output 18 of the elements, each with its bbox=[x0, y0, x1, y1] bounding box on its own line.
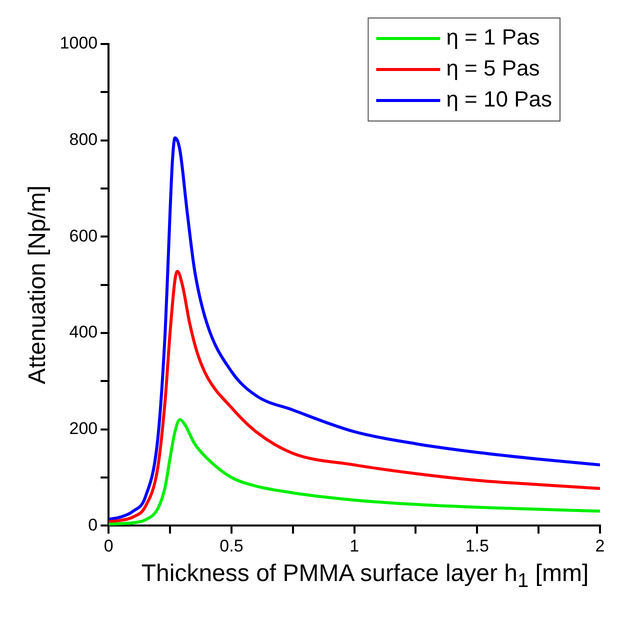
legend-label: η = 5 Pas bbox=[446, 56, 540, 81]
y-tick-label: 200 bbox=[69, 418, 98, 438]
y-tick-label: 0 bbox=[88, 515, 98, 534]
y-tick-label: 800 bbox=[69, 130, 98, 150]
legend-label: η = 10 Pas bbox=[446, 86, 552, 112]
x-tick-label: 2 bbox=[595, 536, 605, 556]
x-tick-label: 0.5 bbox=[220, 536, 244, 556]
line-series bbox=[108, 270, 600, 524]
y-axis-title: Attenuation [Np/m] bbox=[24, 185, 52, 384]
y-tick-label: 400 bbox=[69, 322, 98, 342]
y-tick-label: 1000 bbox=[60, 34, 98, 53]
line-series bbox=[108, 136, 600, 521]
x-tick-label: 1.5 bbox=[465, 536, 489, 556]
x-tick-label: 1 bbox=[350, 536, 360, 556]
legend-label: η = 1 Pas bbox=[446, 24, 540, 50]
x-tick-label: 0 bbox=[104, 536, 114, 556]
y-tick-label: 600 bbox=[69, 226, 98, 246]
x-axis-title: Thickness of PMMA surface layer h$_{1}$ [mm] bbox=[140, 560, 590, 593]
